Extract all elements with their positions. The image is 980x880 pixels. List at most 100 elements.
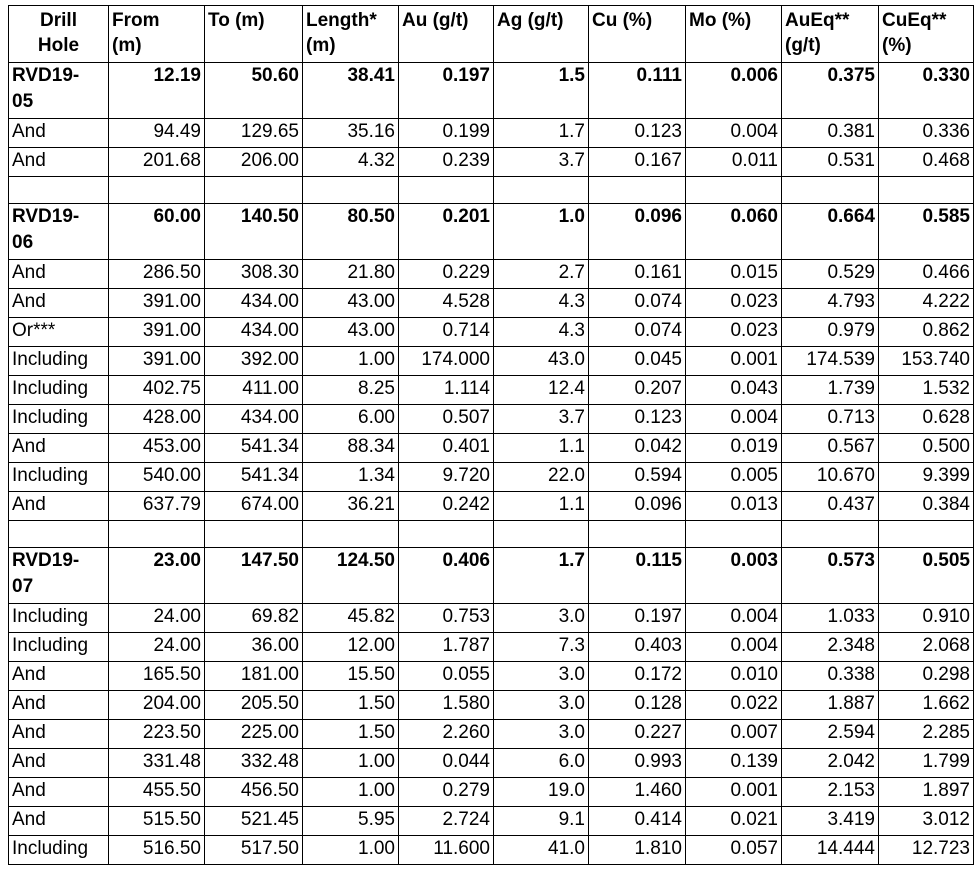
- row-label: And: [8, 259, 109, 289]
- spacer-cell: [878, 176, 974, 204]
- spacer-cell: [398, 176, 494, 204]
- cell: 0.096: [588, 491, 686, 521]
- cell: 637.79: [108, 491, 205, 521]
- column-header: Length* (m): [302, 5, 399, 63]
- row-label: And: [8, 433, 109, 463]
- cell: 129.65: [204, 118, 303, 148]
- column-header: Ag (g/t): [493, 5, 589, 63]
- cell: 428.00: [108, 404, 205, 434]
- cell: 1.00: [302, 748, 399, 778]
- cell: 7.3: [493, 632, 589, 662]
- cell: 1.50: [302, 719, 399, 749]
- column-header: Au (g/t): [398, 5, 494, 63]
- cell: 0.074: [588, 317, 686, 347]
- cell: 0.375: [781, 62, 879, 119]
- cell: 3.7: [493, 404, 589, 434]
- cell: 0.979: [781, 317, 879, 347]
- cell: 2.724: [398, 806, 494, 836]
- cell: 0.074: [588, 288, 686, 318]
- spacer-cell: [781, 176, 879, 204]
- cell: 205.50: [204, 690, 303, 720]
- drill-results-table: Drill Hole From (m) To (m) Length* (m) Au (g…: [8, 5, 974, 865]
- spacer-cell: [108, 520, 205, 548]
- cell: 1.787: [398, 632, 494, 662]
- cell: 1.662: [878, 690, 974, 720]
- cell: 456.50: [204, 777, 303, 807]
- cell: 22.0: [493, 462, 589, 492]
- cell: 124.50: [302, 547, 399, 604]
- cell: 80.50: [302, 203, 399, 260]
- cell: 2.285: [878, 719, 974, 749]
- spacer-cell: [878, 520, 974, 548]
- cell: 0.529: [781, 259, 879, 289]
- cell: 43.0: [493, 346, 589, 376]
- cell: 1.50: [302, 690, 399, 720]
- cell: 0.437: [781, 491, 879, 521]
- spacer-row: [8, 520, 974, 548]
- cell: 0.336: [878, 118, 974, 148]
- interval-row: Including 24.00 69.82 45.82 0.753 3.0 0.197 0.0…: [8, 603, 974, 633]
- cell: 0.096: [588, 203, 686, 260]
- interval-row: And 94.49 129.65 35.16 0.199 1.7 0.123 0.004 0.3…: [8, 118, 974, 148]
- spacer-cell: [204, 176, 303, 204]
- cell: 3.0: [493, 603, 589, 633]
- cell: 0.664: [781, 203, 879, 260]
- cell: 3.419: [781, 806, 879, 836]
- cell: 11.600: [398, 835, 494, 865]
- cell: 1.1: [493, 433, 589, 463]
- interval-row: Including 24.00 36.00 12.00 1.787 7.3 0.403 0.0…: [8, 632, 974, 662]
- row-label: And: [8, 118, 109, 148]
- cell: 0.060: [685, 203, 782, 260]
- spacer-cell: [8, 176, 109, 204]
- cell: 60.00: [108, 203, 205, 260]
- cell: 1.0: [493, 203, 589, 260]
- cell: 0.115: [588, 547, 686, 604]
- cell: 6.00: [302, 404, 399, 434]
- cell: 4.793: [781, 288, 879, 318]
- cell: 21.80: [302, 259, 399, 289]
- cell: 0.023: [685, 317, 782, 347]
- cell: 332.48: [204, 748, 303, 778]
- cell: 4.3: [493, 288, 589, 318]
- cell: 0.015: [685, 259, 782, 289]
- column-header: Mo (%): [685, 5, 782, 63]
- cell: 3.012: [878, 806, 974, 836]
- interval-row: And 637.79 674.00 36.21 0.242 1.1 0.096 0.013 0.…: [8, 491, 974, 521]
- cell: 0.172: [588, 661, 686, 691]
- cell: 24.00: [108, 632, 205, 662]
- row-label: And: [8, 288, 109, 318]
- cell: 14.444: [781, 835, 879, 865]
- cell: 0.401: [398, 433, 494, 463]
- cell: 0.403: [588, 632, 686, 662]
- cell: 41.0: [493, 835, 589, 865]
- cell: 88.34: [302, 433, 399, 463]
- cell: 0.003: [685, 547, 782, 604]
- row-label: Including: [8, 632, 109, 662]
- interval-row: Including 391.00 392.00 1.00 174.000 43.0 0.04…: [8, 346, 974, 376]
- cell: 0.007: [685, 719, 782, 749]
- cell: 0.005: [685, 462, 782, 492]
- spacer-cell: [493, 520, 589, 548]
- cell: 35.16: [302, 118, 399, 148]
- interval-row: Or*** 391.00 434.00 43.00 0.714 4.3 0.074 0.023…: [8, 317, 974, 347]
- cell: 43.00: [302, 317, 399, 347]
- cell: 1.033: [781, 603, 879, 633]
- cell: 0.466: [878, 259, 974, 289]
- cell: 206.00: [204, 147, 303, 177]
- cell: 0.507: [398, 404, 494, 434]
- cell: 0.139: [685, 748, 782, 778]
- cell: 402.75: [108, 375, 205, 405]
- cell: 0.406: [398, 547, 494, 604]
- cell: 1.897: [878, 777, 974, 807]
- spacer-cell: [302, 176, 399, 204]
- cell: 6.0: [493, 748, 589, 778]
- interval-row: And 286.50 308.30 21.80 0.229 2.7 0.161 0.015 0.…: [8, 259, 974, 289]
- spacer-cell: [8, 520, 109, 548]
- cell: 3.7: [493, 147, 589, 177]
- cell: 19.0: [493, 777, 589, 807]
- cell: 9.1: [493, 806, 589, 836]
- cell: 1.532: [878, 375, 974, 405]
- hole-row: RVD19- 07 23.00 147.50 124.50 0.406 1.7 0.115 0…: [8, 547, 974, 604]
- column-header: Cu (%): [588, 5, 686, 63]
- cell: 2.260: [398, 719, 494, 749]
